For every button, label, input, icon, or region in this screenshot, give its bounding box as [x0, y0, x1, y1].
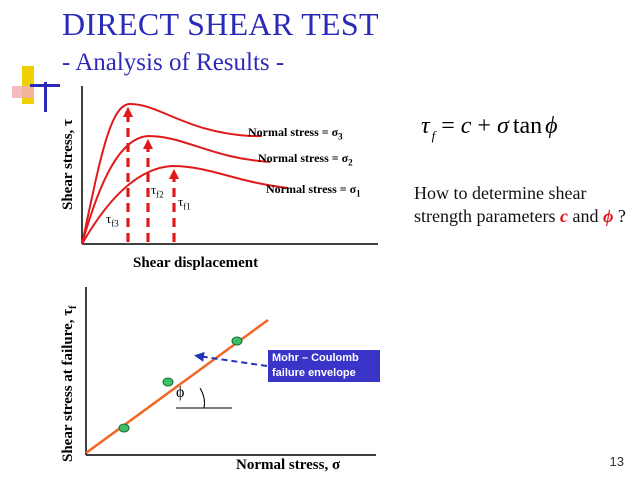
callout-line-2: failure envelope — [272, 367, 356, 379]
slide-title: DIRECT SHEAR TEST — [62, 6, 379, 42]
tau-f1-sub: f1 — [183, 201, 191, 212]
formula-phi: ϕ — [545, 113, 558, 139]
curve-label-sigma2-sub: 2 — [348, 157, 353, 168]
question-part-2: and — [567, 206, 603, 226]
bottom-y-axis-label-text: Shear stress at failure, — [60, 315, 76, 463]
top-x-axis-label: Shear displacement — [133, 255, 259, 271]
callout-arrow — [194, 351, 268, 367]
bottom-y-axis-label-sub: f — [68, 305, 79, 309]
curve-label-sigma2-text: Normal stress = σ — [258, 151, 349, 165]
curve-label-sigma1-text: Normal stress = σ — [266, 182, 357, 196]
formula-tau-sub: f — [431, 128, 436, 143]
question-c: c — [559, 206, 568, 226]
curve-label-sigma3: Normal stress = σ3 — [248, 125, 343, 141]
tau-f3-label: τf3 — [106, 211, 119, 229]
curve-label-sigma1: Normal stress = σ1 — [266, 182, 361, 198]
curve-label-sigma3-sub: 3 — [338, 131, 343, 142]
failure-criterion-formula: τ f = c + σ tan ϕ — [421, 113, 558, 144]
curve-label-sigma2: Normal stress = σ2 — [258, 151, 353, 167]
formula-tan: tan — [512, 113, 543, 139]
top-y-axis-label-symbol: τ — [60, 119, 76, 126]
formula-sigma: σ — [496, 113, 509, 139]
curve-sigma3 — [81, 102, 262, 245]
tau-f1-sym: τ — [178, 194, 184, 209]
curve-label-sigma1-sub: 1 — [356, 188, 361, 199]
failure-point-3 — [231, 336, 243, 346]
failure-point-2 — [162, 377, 174, 387]
curve-label-sigma3-text: Normal stress = σ — [248, 125, 339, 139]
slide-subtitle: - Analysis of Results - — [62, 49, 285, 76]
tau-f3-sub: f3 — [111, 218, 119, 229]
tau-f2-sym: τ — [151, 182, 157, 197]
bottom-y-axis-label-symbol: τ — [60, 308, 76, 316]
formula-plus: + — [477, 113, 491, 139]
question-part-3: ? — [613, 206, 626, 226]
curve-sigma1 — [81, 164, 289, 245]
mohr-coulomb-callout: Mohr – Coulomb failure envelope — [268, 350, 380, 382]
top-y-axis-label: Shear stress, τ — [60, 119, 77, 210]
question-phi: ϕ — [602, 206, 614, 226]
bottom-y-axis-label: Shear stress at failure, τf — [60, 305, 79, 462]
question-part-1: How to determine shear strength paramete… — [414, 183, 587, 226]
failure-point-1 — [118, 423, 130, 433]
bottom-x-axis-label: Normal stress, σ — [236, 457, 341, 473]
question-text: How to determine shear strength paramete… — [414, 182, 634, 228]
top-y-axis-label-text: Shear stress, — [60, 125, 76, 210]
deco-bar-blue-vertical — [44, 82, 47, 112]
formula-tau: τ — [421, 113, 430, 139]
angle-phi-label: ϕ — [176, 384, 185, 401]
tau-f3-sym: τ — [106, 211, 112, 226]
curve-sigma2 — [81, 134, 271, 245]
deco-bar-pink — [12, 86, 34, 98]
page-number: 13 — [609, 454, 624, 469]
formula-c: c — [460, 113, 472, 139]
tau-f1-label: τf1 — [178, 194, 191, 212]
tau-f2-label: τf2 — [151, 182, 164, 200]
top-plot-axes — [81, 86, 378, 245]
bottom-plot-axes — [85, 287, 376, 456]
formula-equals: = — [441, 113, 455, 139]
angle-arc — [199, 387, 205, 409]
tau-f2-sub: f2 — [156, 189, 164, 200]
callout-line-1: Mohr – Coulomb — [272, 352, 359, 364]
